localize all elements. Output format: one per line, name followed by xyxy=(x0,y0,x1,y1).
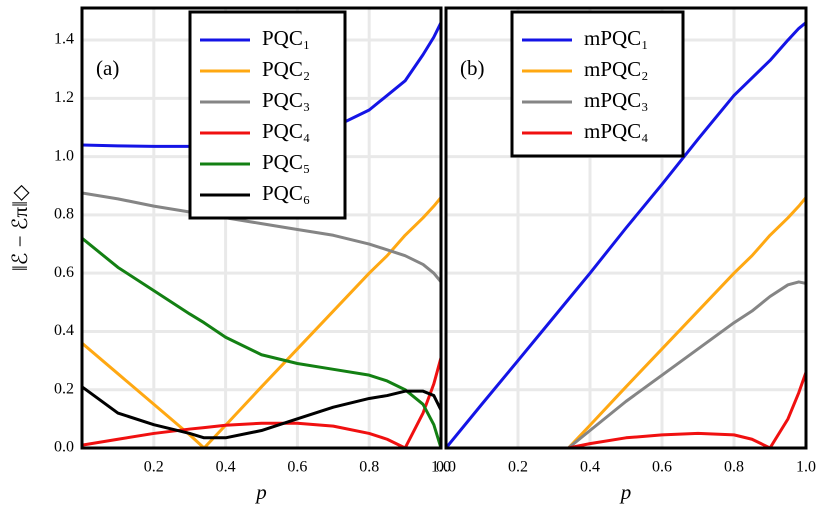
axes-frame xyxy=(444,6,808,450)
series-line xyxy=(446,371,806,448)
series-line xyxy=(82,237,441,448)
x-tick-label: 0.2 xyxy=(508,459,528,476)
y-tick-label: 0.8 xyxy=(54,206,74,223)
legend-label: PQC₃ xyxy=(262,88,310,112)
axes-frame xyxy=(80,6,443,450)
y-tick-label: 0.0 xyxy=(54,439,74,456)
legend-label: PQC₂ xyxy=(262,57,310,81)
series-line xyxy=(446,196,806,448)
y-tick-label: 0.2 xyxy=(54,380,74,397)
legend-label: mPQC₁ xyxy=(584,26,649,50)
y-tick-label: 0.6 xyxy=(54,264,74,281)
legend-label: PQC₁ xyxy=(262,26,310,50)
y-tick-label: 1.2 xyxy=(54,89,74,106)
x-tick-label: 0.0 xyxy=(436,459,456,476)
legend-label: mPQC₄ xyxy=(584,119,649,143)
x-axis-label: p xyxy=(254,480,267,504)
series-line xyxy=(82,385,441,440)
legend-label: mPQC₃ xyxy=(584,88,649,112)
x-tick-label: 0.6 xyxy=(287,459,307,476)
legend-label: mPQC₂ xyxy=(584,57,649,81)
x-tick-label: 0.2 xyxy=(144,459,164,476)
panel-label: (a) xyxy=(96,56,119,80)
x-tick-label: 0.4 xyxy=(580,459,600,476)
y-tick-label: 1.0 xyxy=(54,147,74,164)
series-line xyxy=(82,357,441,448)
x-axis-label: p xyxy=(619,480,632,504)
y-axis-label: ‖ℰ − ℰπ‖◇ xyxy=(8,184,32,271)
x-tick-label: 0.8 xyxy=(359,459,379,476)
y-tick-label: 0.4 xyxy=(54,322,74,339)
x-tick-label: 0.4 xyxy=(216,459,236,476)
series-line xyxy=(446,280,806,448)
x-tick-label: 0.8 xyxy=(724,459,744,476)
x-tick-label: 1.0 xyxy=(431,459,451,476)
x-tick-label: 1.0 xyxy=(796,459,816,476)
x-tick-label: 0.6 xyxy=(652,459,672,476)
panel-label: (b) xyxy=(460,56,485,80)
y-tick-label: 1.4 xyxy=(54,31,74,48)
plot-lines xyxy=(82,21,441,448)
series-line xyxy=(446,21,806,448)
legend-label: PQC₄ xyxy=(262,119,310,143)
series-line xyxy=(82,191,441,283)
legend-label: PQC₆ xyxy=(262,181,310,205)
series-line xyxy=(82,196,441,448)
legend-label: PQC₅ xyxy=(262,150,310,174)
legend-box xyxy=(188,10,347,220)
plot-lines xyxy=(446,21,806,448)
